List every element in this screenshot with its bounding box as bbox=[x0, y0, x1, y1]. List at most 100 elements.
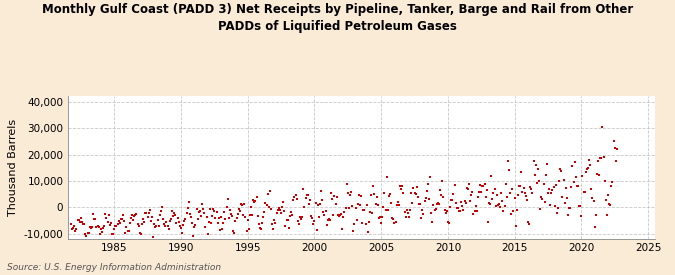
Point bbox=[236, 202, 246, 207]
Point bbox=[548, 185, 559, 189]
Point bbox=[428, 202, 439, 207]
Point bbox=[131, 212, 142, 216]
Point bbox=[127, 213, 138, 217]
Point bbox=[86, 226, 97, 230]
Point bbox=[188, 233, 198, 238]
Point bbox=[574, 204, 585, 208]
Point bbox=[385, 192, 396, 197]
Point bbox=[472, 195, 483, 200]
Point bbox=[610, 159, 621, 163]
Point bbox=[433, 201, 443, 205]
Point bbox=[497, 199, 508, 203]
Point bbox=[304, 198, 315, 202]
Point bbox=[84, 224, 95, 229]
Point bbox=[158, 217, 169, 221]
Point bbox=[430, 207, 441, 211]
Point bbox=[306, 214, 317, 219]
Point bbox=[359, 207, 370, 212]
Point bbox=[476, 190, 487, 194]
Point bbox=[311, 228, 322, 232]
Point bbox=[504, 168, 514, 172]
Point bbox=[225, 208, 236, 213]
Point bbox=[360, 222, 371, 226]
Point bbox=[109, 227, 119, 231]
Point bbox=[531, 163, 541, 167]
Point bbox=[612, 147, 622, 151]
Point bbox=[244, 213, 255, 217]
Point bbox=[82, 230, 93, 235]
Point bbox=[128, 218, 138, 222]
Point bbox=[143, 211, 154, 215]
Point bbox=[438, 194, 449, 199]
Point bbox=[603, 202, 614, 206]
Point bbox=[608, 138, 619, 143]
Point bbox=[165, 217, 176, 221]
Point bbox=[370, 202, 381, 206]
Point bbox=[568, 180, 579, 185]
Point bbox=[272, 208, 283, 212]
Point bbox=[367, 210, 377, 215]
Point bbox=[203, 219, 214, 224]
Point bbox=[120, 231, 131, 235]
Point bbox=[421, 188, 432, 193]
Point bbox=[335, 212, 346, 216]
Point bbox=[464, 199, 475, 204]
Point bbox=[211, 210, 222, 214]
Point bbox=[292, 219, 303, 224]
Point bbox=[543, 191, 554, 196]
Point bbox=[572, 184, 583, 188]
Point bbox=[562, 213, 573, 218]
Point bbox=[481, 188, 492, 192]
Point bbox=[202, 232, 213, 236]
Point bbox=[200, 225, 211, 229]
Point bbox=[142, 215, 153, 219]
Point bbox=[610, 145, 620, 150]
Point bbox=[399, 210, 410, 214]
Point bbox=[510, 224, 521, 229]
Point bbox=[526, 187, 537, 192]
Point bbox=[186, 215, 196, 219]
Point bbox=[485, 202, 495, 207]
Point bbox=[452, 206, 463, 211]
Point bbox=[471, 209, 482, 214]
Point bbox=[319, 213, 330, 218]
Point bbox=[333, 214, 344, 218]
Point bbox=[265, 188, 275, 193]
Point bbox=[72, 218, 83, 222]
Point bbox=[277, 205, 288, 209]
Point bbox=[138, 217, 148, 221]
Point bbox=[512, 193, 523, 197]
Point bbox=[335, 213, 346, 218]
Point bbox=[452, 206, 462, 210]
Point bbox=[196, 202, 207, 207]
Point bbox=[317, 198, 327, 202]
Point bbox=[524, 185, 535, 190]
Point bbox=[454, 209, 464, 213]
Point bbox=[76, 220, 87, 224]
Point bbox=[184, 200, 194, 204]
Point bbox=[398, 191, 409, 195]
Point bbox=[581, 167, 592, 171]
Point bbox=[567, 164, 578, 168]
Point bbox=[502, 194, 512, 199]
Point bbox=[364, 210, 375, 214]
Point bbox=[206, 221, 217, 225]
Point bbox=[114, 221, 125, 226]
Point bbox=[278, 199, 289, 204]
Point bbox=[275, 210, 286, 215]
Point bbox=[240, 215, 251, 219]
Point bbox=[78, 222, 88, 226]
Point bbox=[282, 218, 293, 222]
Point bbox=[541, 162, 552, 166]
Point bbox=[551, 211, 562, 215]
Point bbox=[570, 174, 581, 179]
Point bbox=[79, 222, 90, 227]
Point bbox=[436, 192, 447, 197]
Point bbox=[171, 221, 182, 225]
Point bbox=[153, 224, 164, 228]
Point bbox=[516, 169, 526, 174]
Point bbox=[560, 200, 570, 205]
Point bbox=[488, 191, 499, 196]
Point bbox=[519, 191, 530, 195]
Point bbox=[83, 231, 94, 236]
